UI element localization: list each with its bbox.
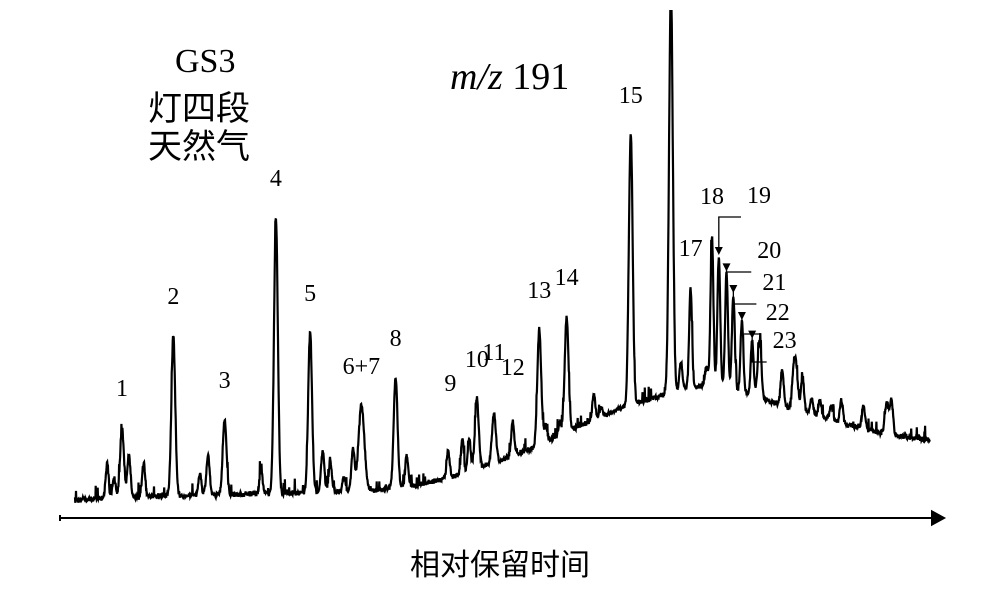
peak-label-21: 21	[762, 270, 786, 297]
peak-label-13: 13	[527, 278, 551, 305]
peak-label-15: 15	[619, 83, 643, 110]
mz-label: m/z 191	[450, 55, 569, 99]
peak-label-8: 8	[390, 326, 402, 353]
peak-label-6-7: 6+7	[343, 354, 381, 381]
peak-label-17: 17	[679, 236, 703, 263]
x-axis-arrow	[60, 511, 944, 524]
peak-label-23: 23	[773, 328, 797, 355]
peak-label-12: 12	[501, 355, 525, 382]
peak-label-18: 18	[700, 184, 724, 211]
peak-label-9: 9	[444, 371, 456, 398]
peak-label-4: 4	[270, 166, 282, 193]
gas-type-label: 天然气	[148, 119, 250, 168]
peak-label-22: 22	[766, 300, 790, 327]
peak-label-3: 3	[219, 368, 231, 395]
x-axis-title: 相对保留时间	[410, 540, 590, 584]
peak-label-14: 14	[555, 265, 579, 292]
peak-label-5: 5	[304, 281, 316, 308]
peak-label-20: 20	[757, 238, 781, 265]
peak-label-1: 1	[116, 376, 128, 403]
chromatogram-chart: GS3 灯四段 天然气 m/z 191 123456+7891011121314…	[50, 10, 950, 530]
sample-id-label: GS3	[175, 43, 235, 81]
mz-value: 191	[512, 56, 569, 98]
mz-italic: m/z	[450, 56, 503, 98]
peak-label-2: 2	[167, 284, 179, 311]
peak-label-19: 19	[747, 183, 771, 210]
